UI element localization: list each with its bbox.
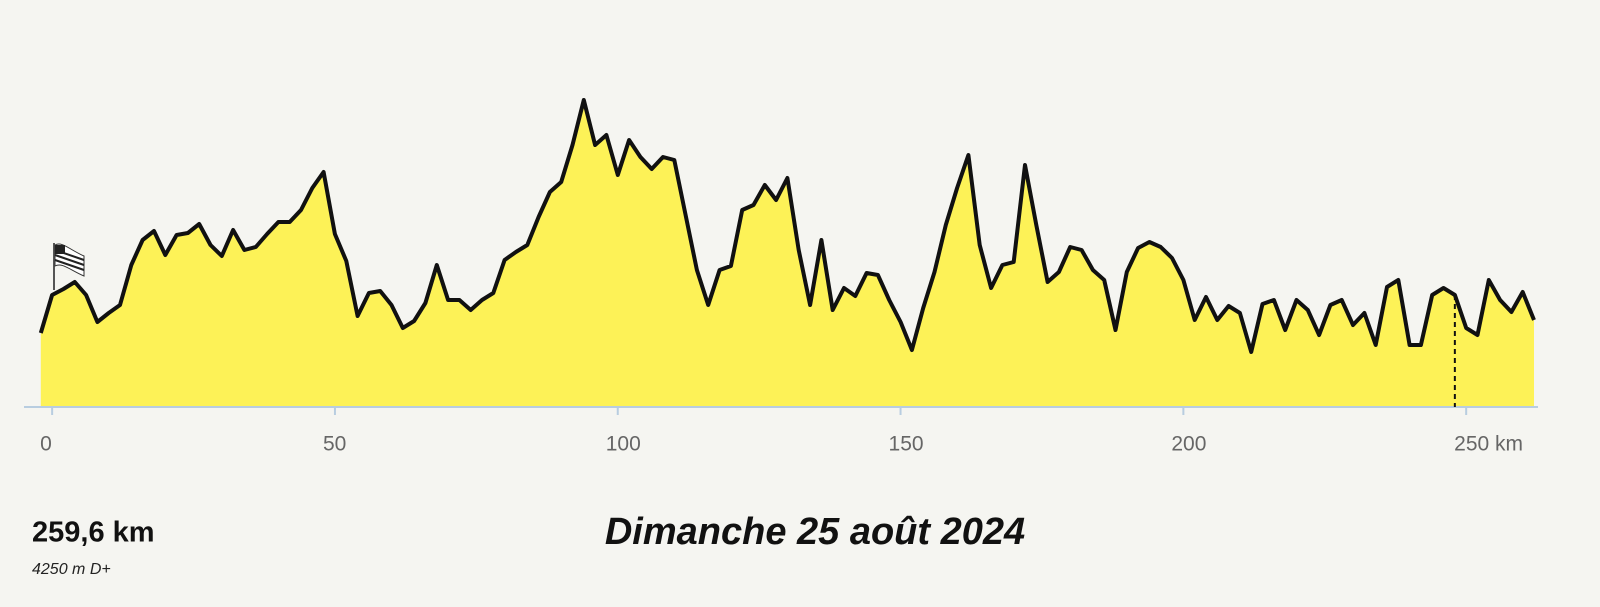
x-tick-label: 50 <box>323 433 346 456</box>
elevation-gain: 4250 m D+ <box>32 561 111 578</box>
x-tick-label: 250 km <box>1454 433 1523 456</box>
x-tick-label: 100 <box>606 433 641 456</box>
elevation-line <box>38 98 1536 354</box>
chart-title: Dimanche 25 août 2024 <box>605 511 1025 553</box>
x-tick-label: 150 <box>889 433 924 456</box>
distance: 259,6 km <box>32 517 155 549</box>
flag-icon <box>53 243 85 290</box>
area-fill <box>40 100 1534 407</box>
x-tick-label: 200 <box>1171 433 1206 456</box>
x-tick-label: 0 <box>40 433 52 456</box>
